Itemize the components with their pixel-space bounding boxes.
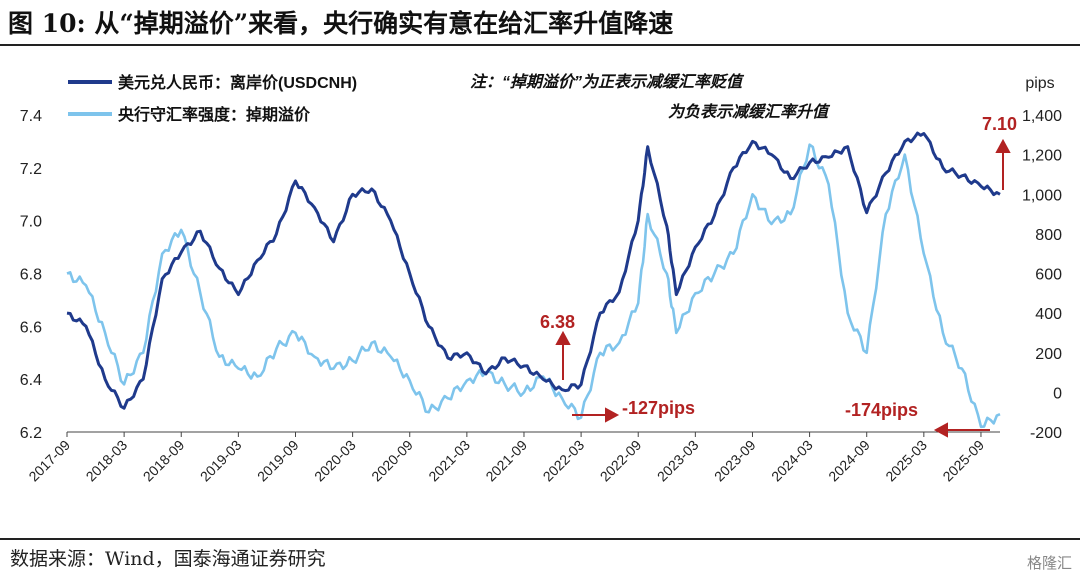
y-left-tick-label: 6.4	[20, 372, 42, 389]
y-left-tick-label: 6.6	[20, 319, 42, 336]
y-left-tick-label: 7.4	[20, 108, 42, 125]
chart: 2017-09 2018-03 2018-09 2019-03 2019-09 2020-…	[20, 73, 1062, 485]
legend-label-cnh: 美元兑人民币：离岸价(USDCNH)	[118, 73, 357, 92]
footer-rule	[0, 538, 1080, 540]
arrow-174-head	[933, 422, 948, 438]
watermark-logo: 格隆汇	[1026, 554, 1072, 572]
y-right-tick-label: 400	[1035, 306, 1062, 323]
x-tick-label: 2023-03	[654, 437, 702, 485]
x-tick-label: 2025-09	[939, 437, 987, 485]
x-tick-label: 2017-09	[25, 437, 73, 485]
page-title: 图 10: 从“掉期溢价”来看，央行确实有意在给汇率升值降速	[8, 9, 674, 38]
y-right-tick-label: 1,200	[1022, 148, 1062, 165]
annotation-minus-127pips: -127pips	[622, 398, 695, 418]
title-rule	[0, 44, 1080, 46]
y-left-tick-label: 7.2	[20, 161, 42, 178]
annotation-minus-174pips: -174pips	[845, 400, 918, 420]
x-tick-label: 2025-03	[882, 437, 930, 485]
annotation-710: 7.10	[982, 114, 1017, 134]
x-tick-label: 2023-09	[711, 437, 759, 485]
y-right-tick-label: 1,000	[1022, 187, 1062, 204]
chart-series	[66, 131, 1001, 429]
x-tick-label: 2022-09	[597, 437, 645, 485]
x-tick-label: 2024-09	[825, 437, 873, 485]
x-tick-label: 2020-09	[368, 437, 416, 485]
series-line-cnh	[66, 131, 1001, 410]
x-tick-label: 2021-09	[482, 437, 530, 485]
chart-note-line-1: 注：“掉期溢价”为正表示减缓汇率贬值	[470, 73, 745, 91]
chart-note-line-2: 为负表示减缓汇率升值	[668, 103, 831, 121]
y-left-tick-label: 6.8	[20, 267, 42, 284]
x-tick-label: 2018-09	[140, 437, 188, 485]
right-axis-unit: pips	[1025, 75, 1054, 92]
y-right-tick-label: 200	[1035, 346, 1062, 363]
x-tick-label: 2019-03	[197, 437, 245, 485]
series-line-swap-premium	[66, 143, 1001, 429]
arrow-127-head	[605, 407, 620, 423]
y-left-tick-label: 6.2	[20, 425, 42, 442]
x-tick-label: 2022-03	[540, 437, 588, 485]
annotation-638: 6.38	[540, 312, 575, 332]
y-right-tick-label: 0	[1053, 385, 1062, 402]
legend-label-swap: 央行守汇率强度：掉期溢价	[118, 105, 311, 124]
arrow-638-head	[555, 330, 571, 345]
y-left-tick-label: 7.0	[20, 214, 42, 231]
x-tick-label: 2019-09	[254, 437, 302, 485]
x-tick-label: 2018-03	[83, 437, 131, 485]
annotation-arrows	[555, 138, 1011, 438]
arrow-710-head	[995, 138, 1011, 153]
x-tick-label: 2021-03	[425, 437, 473, 485]
y-right-tick-label: 800	[1035, 227, 1062, 244]
y-right-tick-label: -200	[1030, 425, 1062, 442]
y-right-tick-label: 1,400	[1022, 108, 1062, 125]
y-right-tick-label: 600	[1035, 267, 1062, 284]
x-tick-label: 2020-03	[311, 437, 359, 485]
x-tick-label: 2024-03	[768, 437, 816, 485]
source-note: 数据来源：Wind，国泰海通证券研究	[10, 548, 326, 570]
